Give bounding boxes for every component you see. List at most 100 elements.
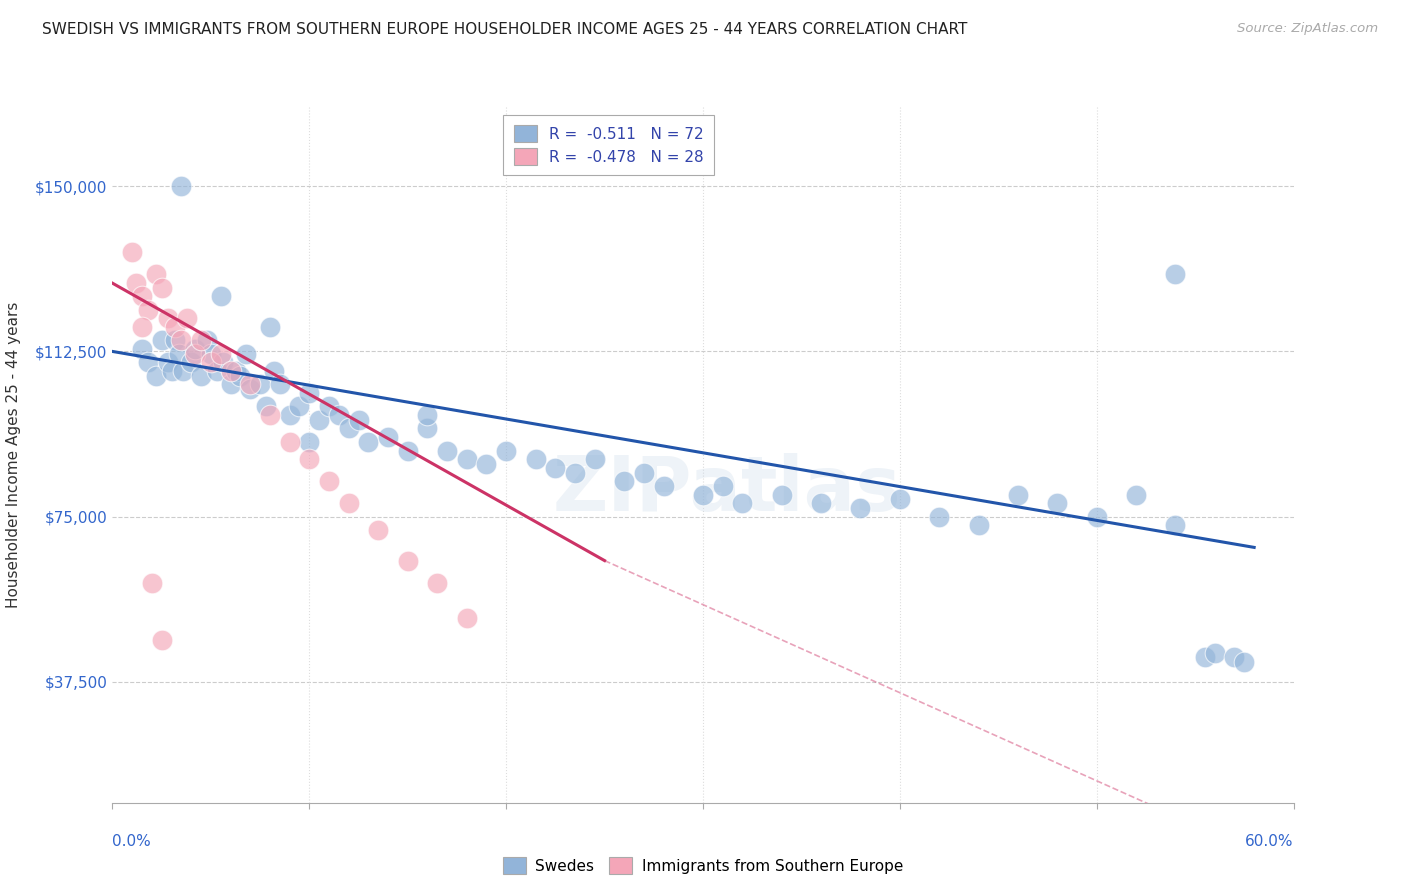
Point [1007,487,1029,501]
Point [357,434,380,449]
Point [396,553,419,567]
Point [298,434,321,449]
Point [136,302,159,317]
Point [254,400,277,414]
Point [731,496,754,510]
Point [810,496,832,510]
Point [156,311,179,326]
Point [475,457,498,471]
Legend: R =  -0.511   N = 72, R =  -0.478   N = 28: R = -0.511 N = 72, R = -0.478 N = 28 [503,115,714,176]
Point [1164,518,1187,533]
Point [416,421,439,435]
Point [205,364,228,378]
Point [416,409,439,423]
Point [967,518,990,533]
Text: ZIPatlas: ZIPatlas [553,453,901,526]
Point [184,343,207,357]
Point [235,346,257,360]
Point [160,364,183,378]
Point [141,575,163,590]
Point [172,364,194,378]
Point [150,632,173,647]
Point [190,334,212,348]
Point [150,334,173,348]
Point [269,377,291,392]
Point [849,500,872,515]
Point [150,280,173,294]
Point [131,289,153,303]
Point [1223,650,1246,665]
Point [308,413,330,427]
Point [125,276,148,290]
Point [278,434,301,449]
Point [495,443,517,458]
Point [298,386,321,401]
Point [347,413,370,427]
Point [456,452,478,467]
Point [770,487,793,501]
Point [156,355,179,369]
Point [328,409,350,423]
Point [337,496,360,510]
Point [889,491,911,506]
Point [229,368,252,383]
Point [131,343,153,357]
Point [456,611,478,625]
Point [613,475,636,489]
Point [298,452,321,467]
Point [318,400,340,414]
Point [239,382,262,396]
Point [145,368,167,383]
Point [259,320,281,334]
Text: Source: ZipAtlas.com: Source: ZipAtlas.com [1237,22,1378,36]
Point [377,430,399,444]
Point [1125,487,1147,501]
Point [184,346,207,360]
Point [190,368,212,383]
Point [219,364,242,378]
Point [692,487,714,501]
Legend: Swedes, Immigrants from Southern Europe: Swedes, Immigrants from Southern Europe [496,851,910,880]
Point [711,479,734,493]
Point [176,311,198,326]
Point [524,452,547,467]
Point [583,452,606,467]
Point [131,320,153,334]
Point [259,409,281,423]
Point [180,355,202,369]
Point [288,400,311,414]
Point [1164,268,1187,282]
Point [200,346,222,360]
Point [1194,650,1216,665]
Point [170,334,193,348]
Text: SWEDISH VS IMMIGRANTS FROM SOUTHERN EUROPE HOUSEHOLDER INCOME AGES 25 - 44 YEARS: SWEDISH VS IMMIGRANTS FROM SOUTHERN EURO… [42,22,967,37]
Point [436,443,458,458]
Point [396,443,419,458]
Point [225,364,247,378]
Point [209,289,232,303]
Point [165,334,187,348]
Point [209,346,232,360]
Point [136,355,159,369]
Point [928,509,950,524]
Point [249,377,271,392]
Point [318,475,340,489]
Point [219,377,242,392]
Point [544,461,567,475]
Point [165,320,187,334]
Point [633,466,655,480]
Point [367,523,389,537]
Point [652,479,675,493]
Point [239,377,262,392]
Point [195,334,218,348]
Text: 0.0%: 0.0% [112,834,152,849]
Point [170,179,193,194]
Point [278,409,301,423]
Point [426,575,449,590]
Point [1233,655,1256,669]
Point [1085,509,1108,524]
Point [200,355,222,369]
Point [211,355,233,369]
Point [1204,646,1226,660]
Point [121,245,143,260]
